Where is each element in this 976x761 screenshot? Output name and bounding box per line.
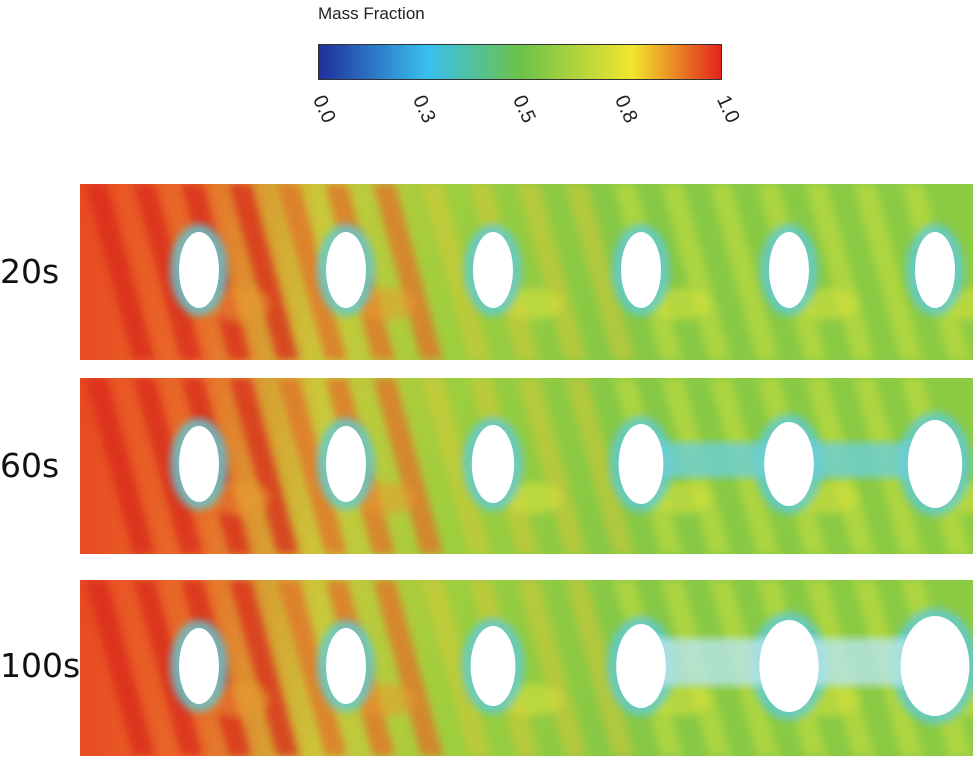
streak [229,184,299,360]
white-void [907,420,963,508]
time-label-60s: 60s [0,446,60,485]
streak [373,378,443,554]
streak [229,580,299,756]
void-group [170,224,964,316]
streak [565,184,635,360]
concentration-lobe [209,288,269,320]
white-void [326,232,366,308]
streak [517,184,587,360]
white-void [470,626,516,706]
streak [85,378,155,554]
time-label-100s: 100s [0,646,81,685]
streak [133,580,203,756]
contour-field [80,184,973,360]
colorbar-tick: 1.0 [712,92,744,127]
white-void [915,232,955,308]
streak [421,184,491,360]
white-void [179,628,219,704]
concentration-lobe [503,288,563,320]
streak [373,580,443,756]
white-void [759,620,819,712]
white-void [179,426,219,502]
streak [85,184,155,360]
white-void [326,426,366,502]
white-void [473,232,513,308]
white-void [764,422,814,506]
concentration-lobe [799,288,859,320]
streak [805,184,875,360]
concentration-lobe [356,482,416,514]
white-void [621,232,661,308]
contour-panel-60s [80,378,973,554]
concentration-lobe [209,684,269,716]
streak [85,580,155,756]
white-void [179,232,219,308]
streak [421,378,491,554]
contour-field [80,580,973,756]
streak [565,580,635,756]
white-void [326,628,366,704]
colorbar-title: Mass Fraction [318,4,425,23]
streak [277,378,347,554]
white-void [618,424,664,504]
concentration-lobe [356,684,416,716]
colorbar-tick: 0.8 [610,92,642,127]
white-void [471,425,515,503]
white-void [616,624,666,708]
streak [133,184,203,360]
streak [661,184,731,360]
void-group [170,412,972,516]
concentration-lobe [356,288,416,320]
time-label-20s: 20s [0,252,60,291]
streak [517,580,587,756]
white-void [769,232,809,308]
streak [229,378,299,554]
streak [133,378,203,554]
concentration-lobe [209,482,269,514]
colorbar-tick: 0.3 [408,92,440,127]
streak [517,378,587,554]
contour-panel-20s [80,184,973,360]
concentration-lobe [651,288,711,320]
contour-panel-100s [80,580,973,756]
streak [373,184,443,360]
streak [277,580,347,756]
streak [853,184,923,360]
streak [421,580,491,756]
white-void [900,616,970,716]
streak [709,184,779,360]
streak [565,378,635,554]
colorbar [318,44,722,80]
colorbar-tick: 0.5 [508,92,540,127]
streak [277,184,347,360]
void-group [170,608,973,724]
colorbar-tick: 0.0 [308,92,340,127]
contour-field [80,378,973,554]
